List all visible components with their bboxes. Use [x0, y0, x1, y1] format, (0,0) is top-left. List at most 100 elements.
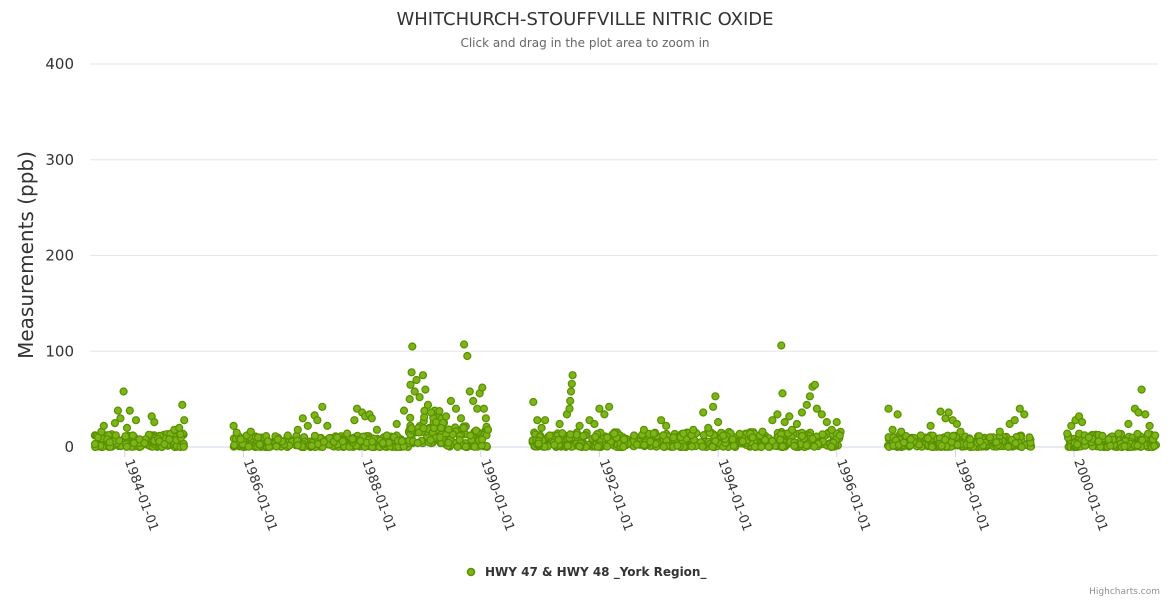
data-point[interactable] — [566, 387, 576, 396]
data-point[interactable] — [481, 414, 490, 423]
data-point[interactable] — [926, 421, 935, 430]
data-point[interactable] — [773, 410, 782, 419]
data-point[interactable] — [236, 435, 245, 444]
data-point[interactable] — [412, 375, 421, 385]
data-point[interactable] — [1104, 435, 1113, 444]
data-point[interactable] — [780, 418, 789, 427]
plot-area[interactable] — [90, 340, 1161, 452]
data-point[interactable] — [956, 427, 965, 436]
data-point[interactable] — [460, 340, 469, 349]
data-point[interactable] — [410, 387, 419, 396]
data-point[interactable] — [555, 419, 564, 429]
data-point[interactable] — [293, 425, 302, 434]
data-point[interactable] — [817, 410, 826, 419]
data-point[interactable] — [540, 416, 550, 425]
data-point[interactable] — [110, 419, 120, 428]
data-point[interactable] — [952, 419, 962, 429]
data-point[interactable] — [699, 408, 708, 417]
legend-item-label[interactable]: HWY 47 & HWY 48 _York Region_ — [485, 565, 706, 580]
data-point[interactable] — [478, 383, 487, 392]
data-point[interactable] — [1151, 431, 1160, 440]
data-point[interactable] — [180, 416, 189, 425]
data-point[interactable] — [893, 410, 902, 419]
data-point[interactable] — [423, 400, 433, 409]
data-point[interactable] — [283, 431, 292, 440]
data-point[interactable] — [1094, 437, 1103, 446]
data-point[interactable] — [456, 414, 466, 423]
data-point[interactable] — [90, 440, 100, 449]
data-point[interactable] — [812, 404, 822, 413]
data-point[interactable] — [128, 431, 137, 440]
data-point[interactable] — [649, 429, 658, 438]
data-point[interactable] — [318, 402, 327, 411]
data-point[interactable] — [669, 433, 678, 442]
data-point[interactable] — [787, 425, 797, 434]
credits-link[interactable]: Highcharts.com — [1089, 587, 1160, 597]
data-point[interactable] — [232, 428, 241, 437]
data-point[interactable] — [421, 385, 430, 394]
data-point[interactable] — [708, 402, 718, 411]
data-point[interactable] — [436, 423, 446, 432]
data-point[interactable] — [884, 404, 893, 413]
data-point[interactable] — [748, 433, 757, 442]
data-point[interactable] — [822, 418, 831, 427]
data-point[interactable] — [1124, 419, 1133, 429]
data-point[interactable] — [537, 423, 546, 432]
data-point[interactable] — [427, 408, 436, 417]
data-point[interactable] — [711, 392, 720, 401]
data-point[interactable] — [119, 387, 128, 396]
data-point[interactable] — [175, 423, 184, 432]
data-point[interactable] — [802, 400, 811, 409]
data-point[interactable] — [1015, 404, 1024, 413]
data-point[interactable] — [473, 404, 482, 413]
data-point[interactable] — [229, 421, 238, 430]
data-point[interactable] — [1067, 421, 1076, 430]
data-point[interactable] — [827, 425, 836, 434]
data-point[interactable] — [131, 416, 141, 425]
data-point[interactable] — [273, 435, 282, 444]
data-point[interactable] — [832, 418, 841, 427]
data-point[interactable] — [777, 341, 786, 350]
data-point[interactable] — [965, 435, 975, 444]
data-point[interactable] — [936, 407, 945, 416]
data-point[interactable] — [590, 419, 599, 429]
data-point[interactable] — [1141, 410, 1150, 419]
data-point[interactable] — [1010, 416, 1019, 425]
data-point[interactable] — [372, 425, 381, 434]
data-point[interactable] — [610, 429, 619, 438]
data-point[interactable] — [465, 387, 474, 396]
data-point[interactable] — [565, 404, 574, 413]
data-point[interactable] — [792, 419, 802, 429]
data-point[interactable] — [566, 396, 575, 406]
data-point[interactable] — [768, 416, 777, 425]
data-point[interactable] — [985, 433, 995, 442]
data-point[interactable] — [343, 429, 352, 438]
data-point[interactable] — [408, 342, 417, 351]
data-point[interactable] — [446, 396, 455, 406]
data-point[interactable] — [99, 421, 108, 430]
data-point[interactable] — [810, 380, 820, 389]
data-point[interactable] — [679, 429, 688, 438]
data-point[interactable] — [835, 431, 844, 440]
data-point[interactable] — [1025, 433, 1034, 442]
data-point[interactable] — [1063, 429, 1072, 438]
data-point[interactable] — [350, 416, 359, 425]
data-point[interactable] — [442, 412, 451, 421]
data-point[interactable] — [407, 368, 416, 377]
data-point[interactable] — [406, 380, 415, 389]
data-point[interactable] — [1137, 385, 1146, 394]
data-point[interactable] — [595, 404, 604, 413]
data-point[interactable] — [995, 427, 1004, 436]
data-point[interactable] — [313, 416, 322, 425]
data-point[interactable] — [405, 395, 414, 404]
data-point[interactable] — [897, 427, 906, 436]
data-point[interactable] — [704, 423, 713, 432]
data-point[interactable] — [418, 371, 428, 380]
data-point[interactable] — [415, 393, 424, 402]
data-point[interactable] — [662, 421, 671, 430]
data-point[interactable] — [545, 431, 554, 440]
data-point[interactable] — [533, 416, 542, 425]
data-point[interactable] — [944, 408, 953, 417]
data-point[interactable] — [689, 425, 698, 434]
